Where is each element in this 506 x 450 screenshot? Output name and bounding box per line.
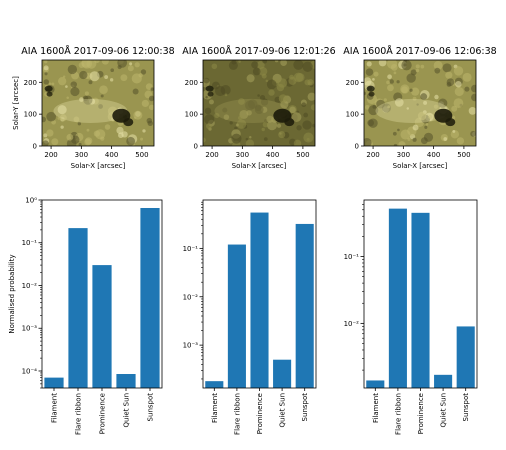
solar-image (203, 60, 315, 146)
x-tick-label: 500 (457, 151, 470, 159)
solar-image-row: AIA 1600Å 2017-09-06 12:00:38 200 300 400 50… (12, 45, 497, 170)
category-label: Sunspot (462, 393, 470, 422)
category-label: Prominence (256, 393, 264, 434)
x-tick-label: 300 (397, 151, 410, 159)
bar (205, 381, 224, 388)
image-frame (202, 59, 316, 147)
bar (273, 359, 292, 388)
x-tick-label: 500 (296, 151, 309, 159)
category-label: Quiet Sun (440, 393, 448, 427)
bar (434, 374, 453, 388)
y-tick-label: 0 (355, 143, 359, 151)
solar-image-panel: AIA 1600Å 2017-09-06 12:06:38 200 300 400 50… (343, 45, 496, 170)
solar-image (42, 60, 154, 146)
bar (388, 208, 407, 388)
category-label: Prominence (417, 393, 425, 434)
x-axis-label: Solar-X [arcsec] (71, 162, 126, 170)
probability-chart-row: 10⁰ 10⁻¹ 10⁻² 10⁻³ 10⁻⁴ Filament Flare ribbon P… (8, 197, 478, 435)
solar-image-panel: AIA 1600Å 2017-09-06 12:01:26 200 300 400 50… (182, 45, 335, 170)
x-tick-label: 400 (266, 151, 279, 159)
bar (116, 374, 136, 388)
bar (140, 207, 160, 388)
bar-chart: 10⁻¹ 10⁻² Filament Flare ribbon Prominence Qu… (344, 199, 478, 435)
category-label: Flare ribbon (233, 393, 241, 435)
y-tick-label: 10⁻³ (183, 342, 199, 350)
bar (250, 212, 269, 388)
x-axis-label: Solar-X [arcsec] (232, 162, 287, 170)
bar (92, 265, 112, 388)
category-label: Sunspot (147, 393, 155, 422)
image-frame (41, 59, 155, 147)
y-tick-label: 100 (185, 111, 198, 119)
category-label: Prominence (99, 393, 107, 434)
bar-chart: 10⁰ 10⁻¹ 10⁻² 10⁻³ 10⁻⁴ Filament Flare ribbon P… (8, 197, 163, 435)
bar (366, 380, 385, 388)
y-tick-label: 10⁻¹ (22, 239, 38, 247)
y-tick-label: 0 (33, 143, 37, 151)
x-tick-label: 500 (135, 151, 148, 159)
x-axis-label: Solar-X [arcsec] (393, 162, 448, 170)
y-tick-label: 0 (194, 143, 198, 151)
y-tick-label: 10⁻² (183, 293, 199, 301)
category-label: Filament (211, 393, 219, 423)
category-label: Quiet Sun (279, 393, 287, 427)
bar (295, 223, 314, 388)
y-tick-label: 200 (185, 79, 198, 87)
image-frame (363, 59, 477, 147)
y-tick-label: 100 (346, 111, 359, 119)
bar-chart: 10⁻¹ 10⁻² 10⁻³ Filament Flare ribbon Prominen… (183, 199, 317, 435)
bar (456, 326, 475, 388)
bar (44, 377, 64, 388)
y-tick-label: 200 (24, 79, 37, 87)
y-tick-label: 10⁻³ (22, 325, 38, 333)
y-tick-label: 10⁻¹ (183, 245, 199, 253)
bar (411, 212, 430, 388)
y-tick-label: 10⁻² (344, 320, 360, 328)
y-tick-label: 100 (24, 111, 37, 119)
y-tick-label: 10⁻¹ (344, 253, 360, 261)
y-tick-label: 200 (346, 79, 359, 87)
y-axis-label: Solar-Y [arcsec] (12, 76, 20, 130)
y-axis-label: Normalised probability (8, 254, 16, 333)
image-title: AIA 1600Å 2017-09-06 12:01:26 (182, 45, 335, 57)
x-tick-label: 400 (105, 151, 118, 159)
x-tick-label: 200 (44, 151, 57, 159)
solar-image-panel: AIA 1600Å 2017-09-06 12:00:38 200 300 400 50… (12, 45, 175, 170)
solar-image (364, 60, 476, 146)
x-tick-label: 200 (366, 151, 379, 159)
x-tick-label: 400 (427, 151, 440, 159)
image-title: AIA 1600Å 2017-09-06 12:06:38 (343, 45, 496, 57)
bar (227, 244, 246, 388)
category-label: Flare ribbon (394, 393, 402, 435)
x-tick-label: 300 (75, 151, 88, 159)
category-label: Quiet Sun (123, 393, 131, 427)
x-tick-label: 300 (236, 151, 249, 159)
image-title: AIA 1600Å 2017-09-06 12:00:38 (21, 45, 174, 57)
category-label: Sunspot (301, 393, 309, 422)
y-tick-label: 10⁻² (22, 282, 38, 290)
y-tick-label: 10⁰ (25, 197, 37, 205)
category-label: Filament (51, 393, 59, 423)
y-tick-label: 10⁻⁴ (22, 367, 38, 375)
bar (68, 228, 88, 388)
category-label: Flare ribbon (75, 393, 83, 435)
category-label: Filament (372, 393, 380, 423)
x-tick-label: 200 (205, 151, 218, 159)
